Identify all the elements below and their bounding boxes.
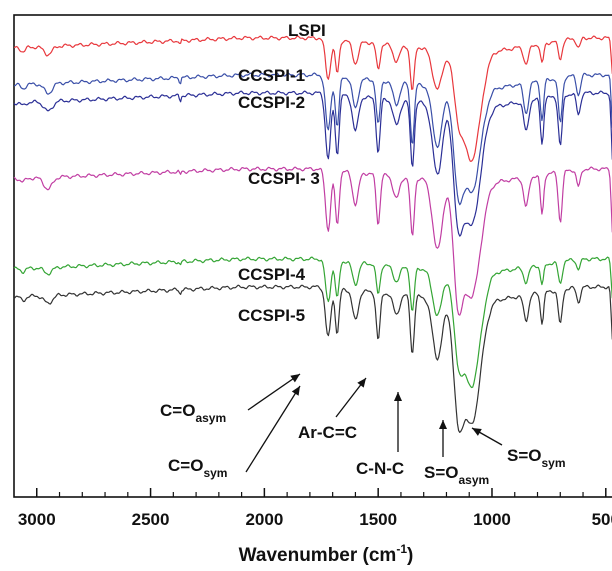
spectrum-line (13, 35, 612, 162)
annotation-s=o-sym: S=Osym (507, 446, 566, 470)
series-labels: LSPI CCSPI-1 CCSPI-2 CCSPI- 3 CCSPI-4 CCSPI-5 (238, 21, 326, 325)
x-tick-label: 1500 (359, 510, 397, 529)
annotation-c-n-c: C-N-C (356, 459, 404, 478)
annotation-arrowhead (394, 392, 402, 401)
annotation-arrowhead (357, 378, 366, 388)
annotation-ar-c=c: Ar-C=C (298, 423, 357, 442)
series-label: CCSPI-4 (238, 265, 306, 284)
x-tick-label: 2000 (245, 510, 283, 529)
x-tick-label: 1000 (473, 510, 511, 529)
spectrum-line (13, 72, 612, 206)
annotation-s=o-asym: S=Oasym (424, 463, 489, 487)
spectrum-line (13, 256, 612, 389)
annotation-arrowhead (290, 374, 300, 383)
series-label: CCSPI-2 (238, 93, 305, 112)
spectrum-line (13, 166, 612, 316)
series-label: CCSPI-1 (238, 66, 305, 85)
x-axis-ticks: 3000 2500 2000 1500 1000 500 (18, 488, 612, 529)
annotation-arrowhead (439, 420, 447, 429)
annotation-arrow (245, 385, 301, 473)
annotation-c=o-sym: C=Osym (168, 456, 227, 480)
peak-annotations: C=Oasym C=Osym Ar-C=C C-N-C S=Oasym S=Osym (160, 373, 566, 487)
x-tick-label: 2500 (132, 510, 170, 529)
x-tick-label: 500 (592, 510, 612, 529)
series-label: LSPI (288, 21, 326, 40)
annotation-arrow (247, 373, 301, 411)
annotation-arrowhead (472, 428, 482, 436)
spectrum-line (13, 284, 612, 433)
plot-frame (13, 14, 612, 498)
annotation-arrowhead (291, 386, 300, 396)
series-label: CCSPI-5 (238, 306, 305, 325)
x-tick-label: 3000 (18, 510, 56, 529)
spectra-group (13, 35, 612, 433)
annotation-c=o-asym: C=Oasym (160, 401, 226, 425)
spectrum-line (13, 90, 612, 237)
x-axis-label: Wavenumber (cm-1) (239, 542, 414, 566)
series-label: CCSPI- 3 (248, 169, 320, 188)
